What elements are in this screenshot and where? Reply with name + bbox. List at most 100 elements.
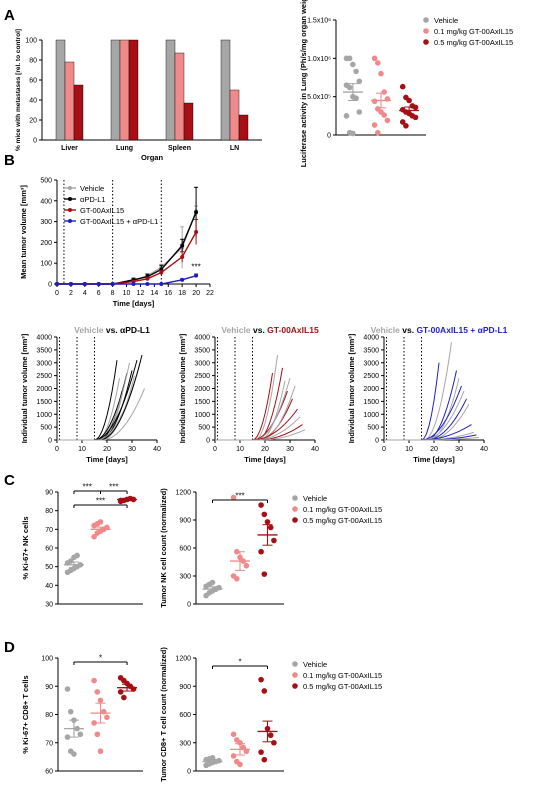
A-scatter-ylabel: Luciferase activity in Lung (Ph/s/mg org…: [299, 0, 308, 167]
b-mean-point: [145, 282, 150, 286]
d-legend-swatch: [292, 683, 298, 689]
b-indiv-3-y-tick-label: 4000: [363, 335, 379, 342]
a-bar: [110, 39, 121, 141]
b-mean-y-tick-label: 100: [40, 261, 52, 268]
d-legend-swatch: [292, 672, 298, 678]
D-ki67-y-tick-label: 80: [45, 712, 53, 719]
panel-label-c: C: [4, 472, 15, 489]
D-ki67-y-tick-label: 90: [45, 684, 53, 691]
b-indiv-3-y-tick-label: 2000: [363, 386, 379, 393]
D-count-point: [267, 732, 274, 739]
C-count-y-tick-label: 0: [187, 602, 191, 609]
D-ki67-point: [94, 731, 101, 738]
b-indiv-3-x-tick-label: 40: [480, 446, 488, 453]
a-bar-category-label: Spleen: [168, 145, 191, 152]
a-bar: [183, 102, 194, 141]
C-ki67-point: [97, 519, 104, 525]
A-scatter-point: [381, 89, 388, 95]
d-legend-label: 0.1 mg/kg GT-00AxIL15: [303, 671, 382, 680]
b-mean-sig-label: ***: [191, 263, 200, 272]
b-indiv-1-tumor-trace: [57, 375, 135, 441]
b-mean-legend-label: GT-00AxIL15: [80, 206, 124, 215]
D-count-y-tick-label: 300: [179, 740, 191, 747]
b-indiv-1-tumor-trace: [57, 362, 130, 441]
a-legend-label: 0.1 mg/kg GT-00AxIL15: [434, 27, 513, 36]
D-count-y-tick-label: 1200: [175, 656, 191, 663]
a-legend-swatch: [423, 39, 429, 45]
a-legend-swatch: [423, 28, 429, 34]
a-bar: [119, 39, 130, 141]
b-indiv-2-tumor-trace: [215, 367, 283, 441]
b-indiv-1-y-tick-label: 4000: [36, 335, 52, 342]
a-bar-y-tick-label: 0: [33, 138, 37, 145]
b-mean-point: [145, 276, 150, 281]
A-scatter-point: [378, 70, 384, 77]
b-indiv-1-y-tick-label: 0: [48, 438, 52, 445]
a-bar: [55, 39, 66, 141]
b-indiv-2-x-tick-label: 30: [286, 446, 294, 453]
b-mean-point: [68, 282, 73, 286]
b-mean-x-tick-label: 8: [111, 290, 115, 297]
b-indiv-3-x-tick-label: 20: [430, 446, 438, 453]
A-scatter-point: [371, 122, 378, 128]
d-legend-label: Vehicle: [303, 660, 327, 669]
d-legend-label: 0.5 mg/kg GT-00AxIL15: [303, 682, 382, 691]
b-indiv-3-y-tick-label: 1500: [363, 399, 379, 406]
b-mean-point: [82, 282, 87, 286]
C-count-point: [261, 511, 268, 518]
a-legend-label: Vehicle: [434, 16, 458, 25]
b-mean-x-tick-label: 4: [83, 290, 87, 297]
b-indiv-3-tumor-trace: [384, 362, 440, 441]
A-scatter-point: [412, 114, 419, 121]
c-legend-swatch: [292, 506, 298, 512]
b-mean-x-tick-label: 14: [150, 290, 158, 297]
C-ki67-y-tick-label: 70: [45, 527, 53, 534]
A-scatter-y-tick-label: 1.0x10⁶: [307, 56, 331, 63]
b-indiv-1-y-tick-label: 3500: [36, 347, 52, 354]
b-indiv-2-y-tick-label: 1000: [194, 412, 210, 419]
c-legend-swatch: [292, 517, 298, 523]
b-indiv-1-y-tick-label: 1000: [36, 412, 52, 419]
b-mean-point: [131, 282, 136, 286]
b-mean-ylabel: Mean tumor volume [mm³]: [19, 185, 28, 279]
b-mean-point: [159, 282, 164, 286]
b-mean-point: [55, 282, 59, 286]
b-mean-series-line: [57, 275, 197, 285]
C-count-point: [261, 571, 268, 577]
b-mean-x-tick-label: 10: [123, 290, 131, 297]
C-count-point: [271, 537, 277, 544]
b-mean-x-tick-label: 2: [69, 290, 73, 297]
b-mean-legend-marker: [68, 197, 72, 201]
C-count-y-tick-label: 600: [179, 546, 191, 553]
a-bar-xlabel: Organ: [141, 153, 164, 162]
b-indiv-2-y-tick-label: 2500: [194, 373, 210, 380]
D-ki67-point: [94, 689, 101, 695]
A-scatter-point: [356, 78, 363, 85]
b-mean-x-tick-label: 22: [206, 290, 214, 297]
D-ki67-point: [91, 720, 97, 726]
b-mean-x-tick-label: 20: [192, 290, 200, 297]
b-mean-y-tick-label: 300: [40, 219, 52, 226]
b-indiv-1-tumor-trace: [57, 360, 138, 441]
a-bar: [220, 39, 231, 141]
b-indiv-3-tumor-trace: [384, 342, 452, 441]
b-indiv-1-x-tick-label: 30: [128, 446, 136, 453]
b-mean-legend-marker: [68, 219, 72, 223]
b-mean-point: [194, 230, 199, 234]
b-indiv-1-tumor-trace: [57, 383, 125, 441]
b-mean-y-tick-label: 0: [48, 282, 52, 289]
b-mean-y-tick-label: 400: [40, 198, 52, 205]
b-indiv-2-y-tick-label: 0: [206, 438, 210, 445]
b-mean-x-tick-label: 18: [178, 290, 186, 297]
D-count-point: [271, 739, 277, 746]
b-indiv-2-tumor-trace: [215, 385, 296, 441]
b-indiv-1-title-vs: vs.: [103, 325, 120, 335]
a-bar-y-tick-label: 20: [29, 118, 37, 125]
b-indiv-3-title-control: Vehicle: [371, 325, 401, 335]
D-count-point: [258, 676, 264, 683]
D-ki67-point: [71, 751, 77, 757]
C-ki67-y-tick-label: 90: [45, 490, 53, 497]
A-scatter-point: [371, 55, 378, 62]
b-indiv-2-title-treatment: GT-00AxIL15: [267, 325, 319, 335]
A-scatter-point: [353, 95, 359, 101]
